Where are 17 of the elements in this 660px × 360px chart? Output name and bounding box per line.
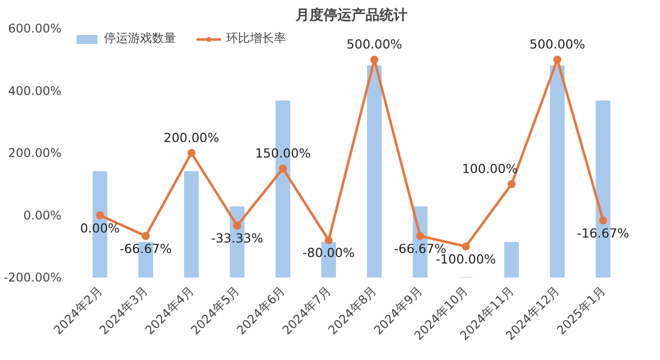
y-tick-label: 400.00% <box>8 84 62 98</box>
y-tick-label: -200.00% <box>4 270 62 284</box>
data-label: 500.00% <box>346 36 402 52</box>
data-label: 150.00% <box>255 146 311 161</box>
data-label: -80.00% <box>302 245 355 260</box>
data-label: -16.67% <box>576 225 630 240</box>
y-tick-label: 600.00% <box>8 22 62 36</box>
chart-title: 月度停运产品统计 <box>294 6 408 24</box>
data-label: 500.00% <box>530 36 586 52</box>
data-label: 0.00% <box>80 220 120 236</box>
data-label: -33.33% <box>211 230 264 246</box>
legend-label: 环比增长率 <box>226 30 286 47</box>
data-label: 200.00% <box>164 130 220 145</box>
data-label: -66.67% <box>120 241 172 256</box>
y-tick-label: 200.00% <box>8 146 62 160</box>
legend-label: 停运游戏数量 <box>104 30 176 47</box>
y-tick-label: 0.00% <box>23 208 62 222</box>
